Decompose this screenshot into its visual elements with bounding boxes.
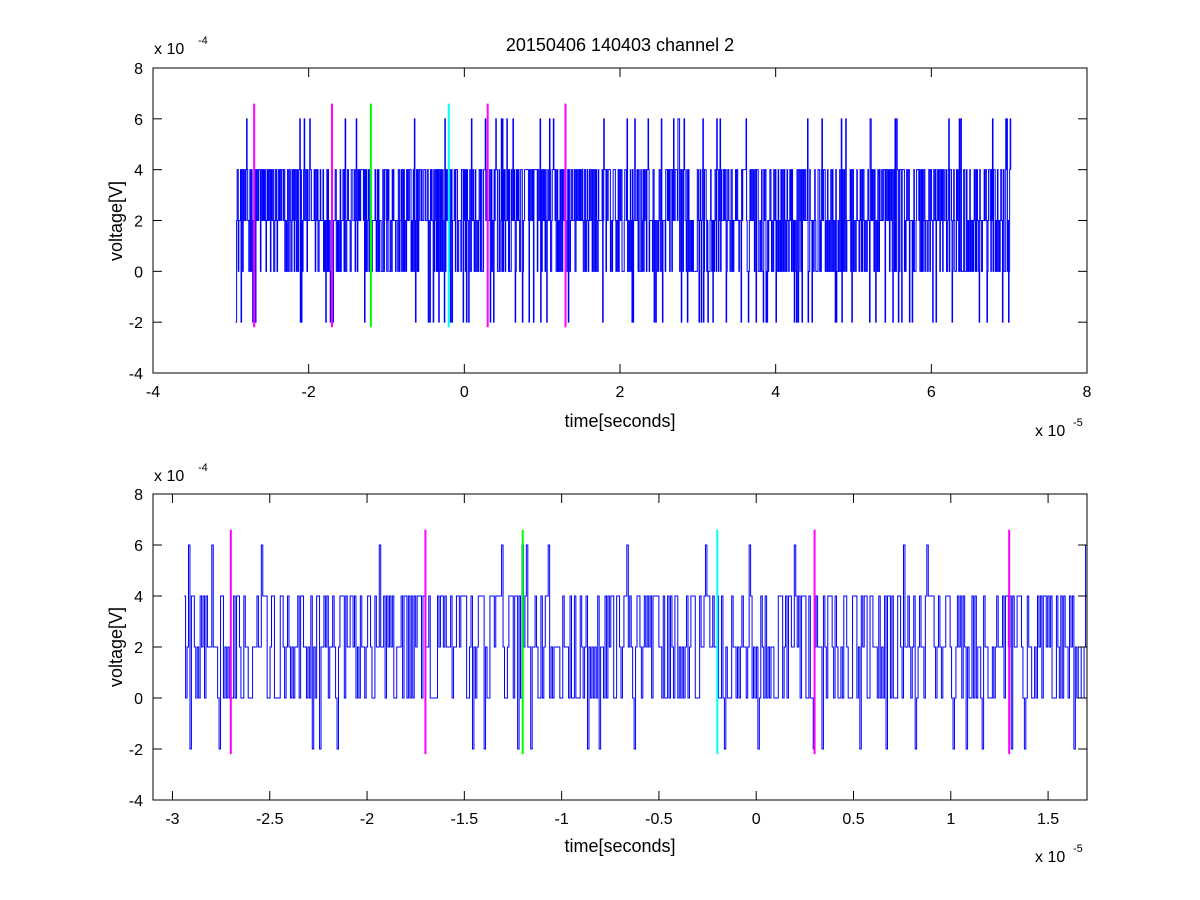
x-tick-label: 1 bbox=[946, 811, 955, 828]
top-plot-ticks: -4 -2 0 2 4 6 8 -4 -2 0 2 4 6 8 bbox=[129, 61, 1092, 401]
top-x-multiplier-base: x 10 bbox=[1035, 423, 1065, 440]
bottom-x-multiplier: x 10 -5 bbox=[1035, 843, 1083, 866]
x-tick-label: -1 bbox=[555, 811, 569, 828]
x-tick-label: 0 bbox=[460, 384, 469, 401]
bottom-x-axis-label: time[seconds] bbox=[564, 836, 675, 856]
x-tick-label: -2.5 bbox=[256, 811, 284, 828]
y-tick-label: -2 bbox=[129, 742, 143, 759]
x-tick-label: -1.5 bbox=[451, 811, 479, 828]
x-tick-label: -2 bbox=[302, 384, 316, 401]
bottom-plot-ticks: -3 -2.5 -2 -1.5 -1 -0.5 0 0.5 1 1.5 -4 -2 0 2 4 6 8 bbox=[129, 487, 1087, 828]
bottom-y-multiplier-base: x 10 bbox=[154, 468, 184, 485]
y-tick-label: 4 bbox=[134, 589, 143, 606]
x-tick-label: -4 bbox=[146, 384, 160, 401]
bottom-y-axis-label: voltage[V] bbox=[106, 607, 126, 687]
x-tick-label: 4 bbox=[771, 384, 780, 401]
top-y-axis-label: voltage[V] bbox=[106, 181, 126, 261]
top-voltage-trace bbox=[235, 118, 1012, 323]
top-x-axis-label: time[seconds] bbox=[564, 411, 675, 431]
y-tick-label: 2 bbox=[134, 214, 143, 231]
x-tick-label: 2 bbox=[616, 384, 625, 401]
bottom-plot: -3 -2.5 -2 -1.5 -1 -0.5 0 0.5 1 1.5 -4 -2 0 2 4 6 8 time… bbox=[106, 462, 1088, 866]
y-tick-label: 8 bbox=[134, 61, 143, 78]
x-tick-label: -0.5 bbox=[645, 811, 673, 828]
top-x-multiplier: x 10 -5 bbox=[1035, 417, 1083, 440]
top-x-multiplier-exponent: -5 bbox=[1073, 417, 1083, 429]
y-tick-label: 4 bbox=[134, 163, 143, 180]
x-tick-label: -3 bbox=[165, 811, 179, 828]
y-tick-label: 6 bbox=[134, 538, 143, 555]
bottom-voltage-trace bbox=[184, 544, 1088, 750]
bottom-x-multiplier-exponent: -5 bbox=[1073, 843, 1083, 855]
top-plot: -4 -2 0 2 4 6 8 -4 -2 0 2 4 6 8 time[seconds] voltage… bbox=[106, 35, 1092, 440]
bottom-x-multiplier-base: x 10 bbox=[1035, 849, 1065, 866]
y-tick-label: 8 bbox=[134, 487, 143, 504]
top-y-multiplier-base: x 10 bbox=[154, 41, 184, 58]
y-tick-label: -2 bbox=[129, 315, 143, 332]
bottom-plot-traces bbox=[184, 529, 1088, 755]
x-tick-label: 0 bbox=[752, 811, 761, 828]
bottom-y-multiplier: x 10 -4 bbox=[154, 462, 208, 485]
y-tick-label: 0 bbox=[134, 691, 143, 708]
y-tick-label: 2 bbox=[134, 640, 143, 657]
y-tick-label: -4 bbox=[129, 793, 143, 810]
x-tick-label: 8 bbox=[1083, 384, 1092, 401]
x-tick-label: -2 bbox=[360, 811, 374, 828]
x-tick-label: 1.5 bbox=[1037, 811, 1059, 828]
x-tick-label: 6 bbox=[927, 384, 936, 401]
top-plot-traces bbox=[235, 103, 1012, 328]
y-tick-label: -4 bbox=[129, 366, 143, 383]
top-y-multiplier-exponent: -4 bbox=[198, 35, 208, 47]
y-tick-label: 6 bbox=[134, 112, 143, 129]
bottom-y-multiplier-exponent: -4 bbox=[198, 462, 208, 474]
chart-title: 20150406 140403 channel 2 bbox=[506, 35, 734, 55]
y-tick-label: 0 bbox=[134, 264, 143, 281]
x-tick-label: 0.5 bbox=[842, 811, 864, 828]
top-y-multiplier: x 10 -4 bbox=[154, 35, 208, 58]
